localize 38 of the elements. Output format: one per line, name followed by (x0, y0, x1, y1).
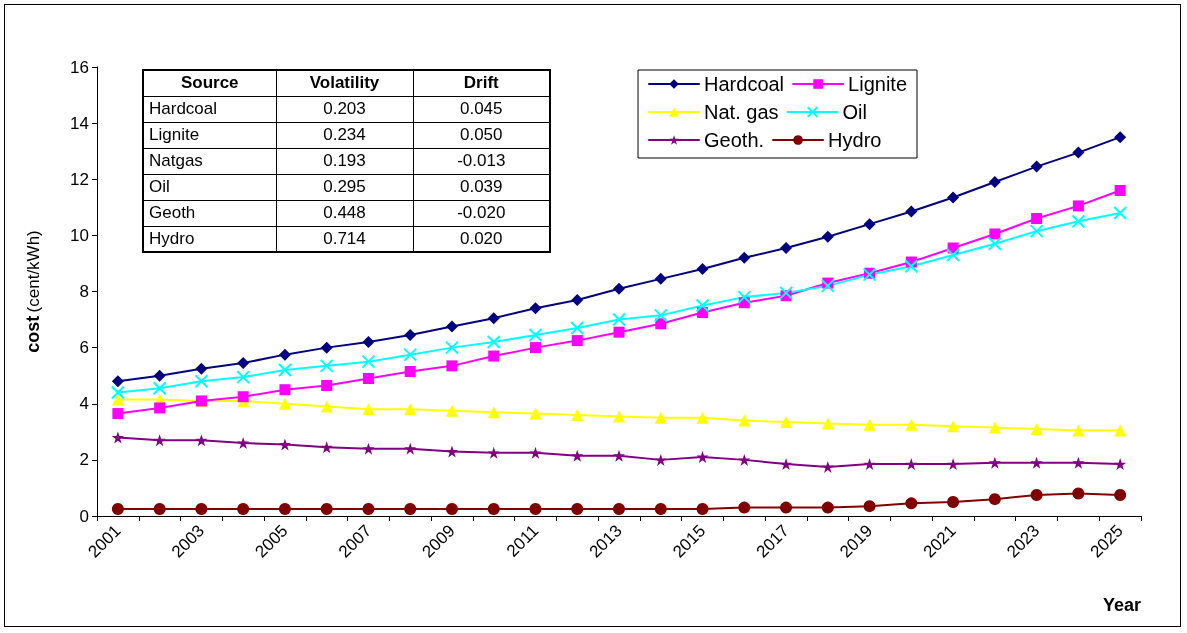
annotation: Drift (413, 70, 550, 96)
annotation: Natgas (143, 148, 276, 174)
annotation: Hardcoal (143, 96, 276, 122)
legend-label: Nat. gas (704, 101, 779, 123)
legend-label: Lignite (848, 73, 907, 95)
annotation: 0.714 (276, 226, 413, 252)
y-tick-label: 16 (70, 57, 89, 77)
annotation: Lignite (143, 122, 276, 148)
y-tick-label: 0 (79, 506, 89, 526)
annotation: 0.193 (276, 148, 413, 174)
y-tick-label: 8 (79, 282, 89, 301)
legend-label: Oil (842, 101, 867, 123)
y-tick-label: 10 (70, 225, 89, 245)
annotation: -0.020 (413, 200, 550, 226)
annotation: Oil (143, 174, 276, 200)
annotation: Hydro (143, 226, 276, 252)
annotation: 0.045 (413, 96, 550, 122)
annotation: 0.448 (276, 200, 413, 226)
annotation: Source (143, 70, 276, 96)
annotation: Geoth (143, 200, 276, 226)
legend-label: Hardcoal (704, 73, 785, 95)
y-tick-label: 4 (79, 394, 89, 414)
legend-label: Geoth. (704, 129, 765, 151)
y-tick-label: 12 (70, 169, 89, 189)
annotation: 0.234 (276, 122, 413, 148)
y-tick-label: 14 (70, 113, 89, 133)
annotation: -0.013 (413, 148, 550, 174)
annotation: 0.295 (276, 174, 413, 200)
annotation: 0.203 (276, 96, 413, 122)
y-tick-label: 6 (79, 338, 89, 358)
annotation: 0.050 (413, 122, 550, 148)
legend-label: Hydro (828, 129, 882, 151)
y-axis-title: cost (cent/kWh) (23, 230, 43, 353)
annotation: 0.039 (413, 174, 550, 200)
y-tick-label: 2 (79, 450, 89, 470)
x-axis-title: Year (1102, 595, 1141, 615)
annotation: 0.020 (413, 226, 550, 252)
annotation: Volatility (276, 70, 413, 96)
